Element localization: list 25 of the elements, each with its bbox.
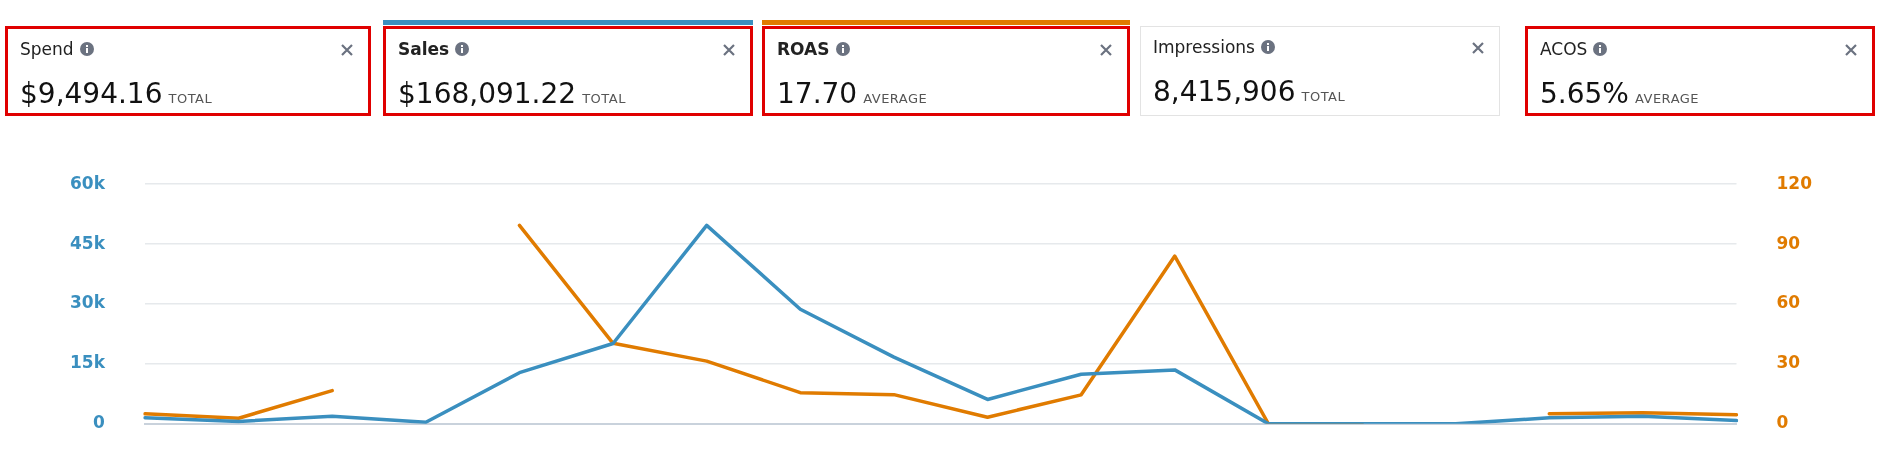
text: ROAS bbox=[777, 39, 830, 59]
text: TOTAL bbox=[1301, 89, 1346, 104]
y-tick-label: 30k bbox=[69, 292, 106, 313]
y2-tick-label: 60 bbox=[1776, 292, 1801, 313]
y2-tick-label: 0 bbox=[1776, 412, 1789, 433]
y2-tick-label: 30 bbox=[1776, 352, 1801, 373]
text: ACOS bbox=[1540, 39, 1588, 59]
text: 8,415,906 bbox=[1153, 75, 1296, 108]
text: Spend bbox=[20, 39, 74, 59]
y-tick-label: 0 bbox=[93, 412, 106, 433]
y2-tick-label: 120 bbox=[1776, 172, 1813, 193]
y-tick-label: 15k bbox=[69, 352, 106, 373]
text: Impressions bbox=[1153, 37, 1255, 57]
text: 5.65% bbox=[1540, 77, 1629, 110]
text: 17.70 bbox=[777, 77, 858, 110]
text: Sales bbox=[398, 39, 450, 59]
text: AVERAGE bbox=[1634, 91, 1700, 106]
y-tick-label: 60k bbox=[69, 172, 106, 193]
y-tick-label: 45k bbox=[69, 232, 106, 253]
text: TOTAL bbox=[582, 91, 626, 106]
y2-tick-label: 90 bbox=[1776, 232, 1801, 253]
text: AVERAGE bbox=[863, 91, 928, 106]
text: TOTAL bbox=[168, 91, 213, 106]
text: $168,091.22 bbox=[398, 77, 577, 110]
text: $9,494.16 bbox=[20, 77, 163, 110]
